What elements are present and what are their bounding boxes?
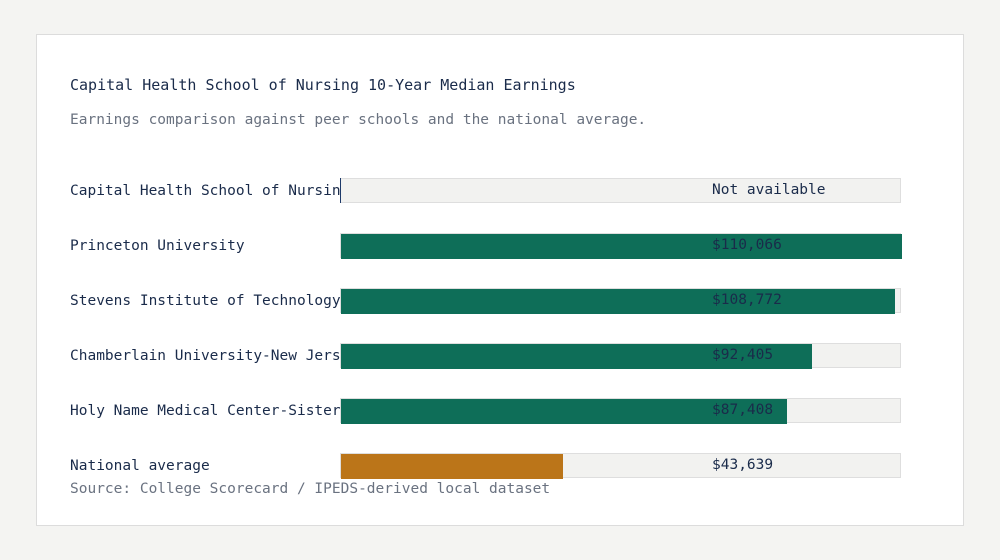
bar-row: Holy Name Medical Center-Sister Claire T… [37,398,965,424]
national-average-bar [341,454,564,479]
category-label: Holy Name Medical Center-Sister Claire T… [70,403,340,419]
category-label: National average [70,458,210,474]
bar-row: Capital Health School of Nursing Not avai… [37,178,965,204]
category-label: Chamberlain University-New Jersey [70,348,340,364]
category-label: Stevens Institute of Technology [70,293,340,309]
bar [341,344,812,369]
value-label: $110,066 [712,237,782,253]
focus-marker [340,178,341,203]
bar-row: Chamberlain University-New Jersey $92,405 [37,343,965,369]
bar-track [340,453,901,479]
bar-track [340,233,902,259]
category-label: Capital Health School of Nursing [70,183,340,199]
bar-track [340,398,901,424]
bar-row: National average $43,639 [37,453,965,479]
bar-row: Stevens Institute of Technology $108,772 [37,288,965,314]
category-label: Princeton University [70,238,245,254]
chart-title: Capital Health School of Nursing 10-Year… [70,76,576,94]
source-note: Source: College Scorecard / IPEDS-derive… [70,481,551,497]
value-label: Not available [712,182,826,198]
bar-track [340,288,901,314]
chart-card: Capital Health School of Nursing 10-Year… [36,34,964,526]
bar-track [340,178,901,203]
bar [341,289,896,314]
bar-track [340,343,901,369]
bar [341,399,787,424]
bar [341,234,902,259]
value-label: $87,408 [712,402,774,418]
value-label: $92,405 [712,347,774,363]
chart-subtitle: Earnings comparison against peer schools… [70,112,647,128]
bar-row: Princeton University $110,066 [37,233,965,259]
value-label: $43,639 [712,457,774,473]
value-label: $108,772 [712,292,782,308]
